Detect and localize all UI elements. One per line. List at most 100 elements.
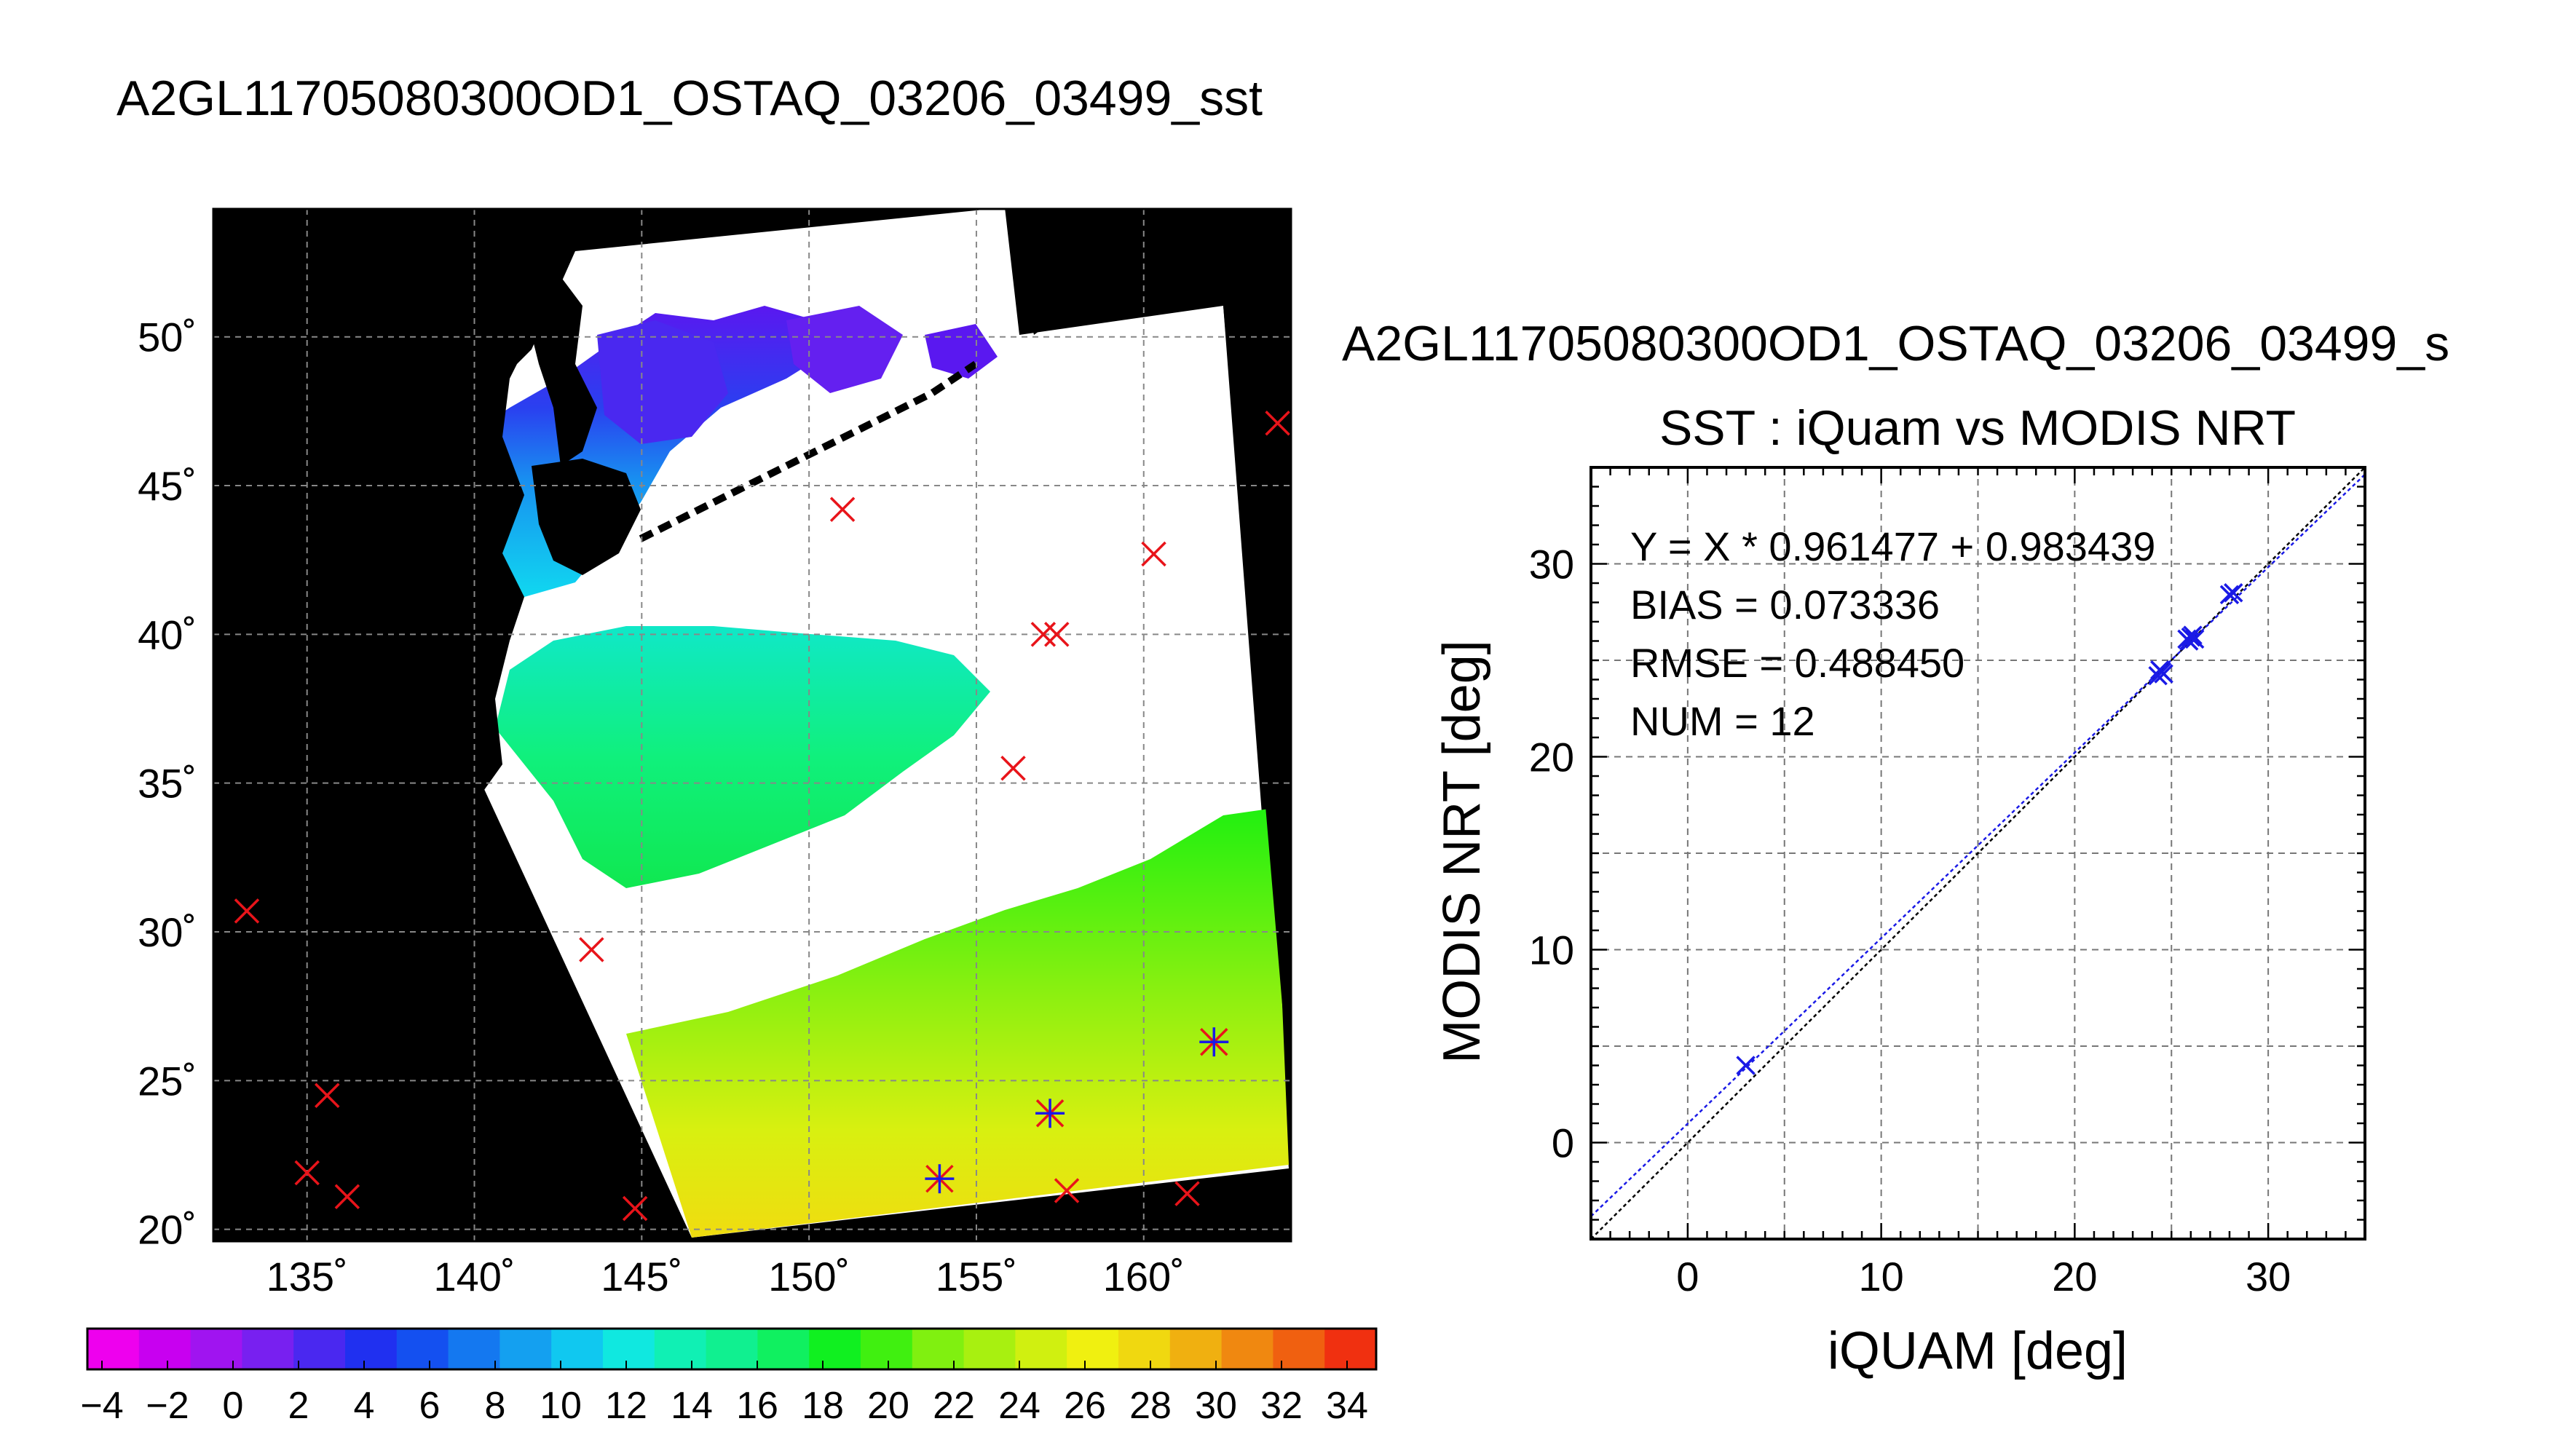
colorbar-cell bbox=[87, 1329, 140, 1369]
identity-line bbox=[1591, 467, 2365, 1239]
map-grid bbox=[213, 209, 1291, 1241]
scatter-y-tick-label: 0 bbox=[1552, 1120, 1574, 1166]
colorbar-cell bbox=[1118, 1329, 1171, 1369]
buoy-marker bbox=[1000, 756, 1026, 781]
buoy-marker bbox=[622, 1195, 648, 1222]
buoy-marker bbox=[829, 496, 856, 522]
colorbar-cell bbox=[757, 1329, 810, 1369]
colorbar-label: −4 bbox=[80, 1385, 123, 1427]
colorbar-cell bbox=[1324, 1329, 1377, 1369]
map-lat-label: 40˚ bbox=[138, 612, 197, 657]
colorbar-cell bbox=[242, 1329, 294, 1369]
buoy-marker bbox=[234, 898, 260, 924]
scatter-stats: Y = X * 0.961477 + 0.983439 BIAS = 0.073… bbox=[1630, 523, 2155, 744]
map-panel: 50˚ 45˚ 40˚ 35˚ 30˚ 25˚ 20˚ 135˚ 140˚ 145˚ 150˚ 15… bbox=[138, 207, 1292, 1299]
colorbar-cell bbox=[551, 1329, 604, 1369]
scatter-x-tick-label: 0 bbox=[1676, 1254, 1699, 1299]
map-lon-label: 150˚ bbox=[768, 1254, 850, 1299]
buoy-marker bbox=[1141, 541, 1166, 567]
colorbar-label: 8 bbox=[485, 1385, 506, 1427]
buoy-marker bbox=[1030, 622, 1057, 647]
colorbar-label: 34 bbox=[1326, 1385, 1368, 1427]
colorbar-cells bbox=[87, 1329, 1377, 1369]
scatter-x-tick-labels: 0 10 20 30 bbox=[1676, 1254, 2291, 1299]
scatter-y-tick-labels: 30 20 10 0 bbox=[1529, 542, 1574, 1166]
sst-okhotsk-3 bbox=[925, 324, 998, 379]
colorbar-label: 32 bbox=[1260, 1385, 1303, 1427]
stat-num: NUM = 12 bbox=[1630, 698, 1815, 744]
colorbar-label: 4 bbox=[354, 1385, 375, 1427]
map-frame bbox=[212, 207, 1292, 1243]
buoy-marker bbox=[294, 1160, 320, 1186]
scatter-xlabel: iQUAM [deg] bbox=[1828, 1322, 2128, 1380]
colorbar-label: 6 bbox=[419, 1385, 441, 1427]
colorbar-label: 22 bbox=[933, 1385, 975, 1427]
colorbar-cell bbox=[654, 1329, 707, 1369]
map-lat-labels: 50˚ 45˚ 40˚ 35˚ 30˚ 25˚ 20˚ bbox=[138, 314, 197, 1253]
map-lon-label: 135˚ bbox=[266, 1254, 348, 1299]
map-lon-label: 140˚ bbox=[433, 1254, 515, 1299]
colorbar-label: 20 bbox=[867, 1385, 909, 1427]
colorbar-cell bbox=[1221, 1329, 1273, 1369]
colorbar-cell bbox=[861, 1329, 913, 1369]
map-lon-label: 145˚ bbox=[601, 1254, 682, 1299]
scatter-point bbox=[2150, 660, 2170, 680]
colorbar-cell bbox=[499, 1329, 552, 1369]
colorbar-cell bbox=[345, 1329, 398, 1369]
buoy-marker bbox=[1265, 410, 1290, 436]
scatter-frame bbox=[1590, 466, 2366, 1241]
map-markers bbox=[234, 410, 1290, 1222]
sst-swath bbox=[213, 209, 1291, 1241]
scatter-lines bbox=[1591, 467, 2365, 1239]
colorbar-cell bbox=[1015, 1329, 1067, 1369]
colorbar-cell bbox=[809, 1329, 861, 1369]
colorbar-cell bbox=[448, 1329, 500, 1369]
buoy-marker bbox=[315, 1083, 340, 1109]
colorbar-label: 28 bbox=[1129, 1385, 1172, 1427]
colorbar-label: 24 bbox=[998, 1385, 1040, 1427]
scatter-point bbox=[2219, 585, 2240, 605]
matched-marker bbox=[925, 1164, 955, 1194]
scatter-point bbox=[1736, 1056, 1756, 1075]
colorbar-label: −2 bbox=[146, 1385, 189, 1427]
colorbar-cell bbox=[190, 1329, 242, 1369]
colorbar-label: 2 bbox=[288, 1385, 309, 1427]
land-japan bbox=[213, 209, 553, 859]
colorbar-cell bbox=[396, 1329, 449, 1369]
map-lon-label: 160˚ bbox=[1103, 1254, 1185, 1299]
buoy-marker bbox=[1174, 1181, 1200, 1206]
colorbar-label: 14 bbox=[671, 1385, 713, 1427]
colorbar-labels: −4 −2 0 2 4 6 8 10 12 14 16 18 20 22 24 26 28 30 32 34 bbox=[80, 1361, 1368, 1427]
buoy-marker bbox=[334, 1184, 360, 1209]
scatter-points bbox=[1736, 583, 2243, 1075]
stat-fit: Y = X * 0.961477 + 0.983439 bbox=[1630, 523, 2155, 569]
scatter-x-tick-label: 20 bbox=[2052, 1254, 2097, 1299]
colorbar-cell bbox=[912, 1329, 965, 1369]
map-lon-labels: 135˚ 140˚ 145˚ 150˚ 155˚ 160˚ bbox=[266, 1254, 1185, 1299]
buoy-marker bbox=[1054, 1178, 1080, 1203]
map-lat-label: 30˚ bbox=[138, 909, 197, 955]
scatter-panel: A2GL11705080300OD1_OSTAQ_03206_03499_s S… bbox=[1342, 316, 2449, 1380]
buoy-marker bbox=[1044, 622, 1070, 647]
map-lat-label: 20˚ bbox=[138, 1207, 197, 1253]
scatter-x-tick-label: 30 bbox=[2246, 1254, 2291, 1299]
land-kurils bbox=[639, 360, 978, 542]
sst-mid bbox=[495, 626, 990, 888]
scatter-y-tick-label: 30 bbox=[1529, 542, 1574, 587]
map-lat-label: 35˚ bbox=[138, 761, 197, 807]
colorbar-label: 26 bbox=[1064, 1385, 1106, 1427]
sst-okhotsk-2 bbox=[786, 306, 903, 393]
map-lat-label: 50˚ bbox=[138, 314, 197, 360]
page-title: A2GL11705080300OD1_OSTAQ_03206_03499_sst bbox=[117, 71, 1263, 126]
map-lat-label: 45˚ bbox=[138, 463, 197, 509]
map-lon-label: 155˚ bbox=[936, 1254, 1017, 1299]
colorbar-label: 10 bbox=[540, 1385, 582, 1427]
colorbar-label: 0 bbox=[223, 1385, 244, 1427]
map-lat-label: 25˚ bbox=[138, 1058, 197, 1104]
offswath-left bbox=[213, 859, 692, 1241]
scatter-point bbox=[2224, 583, 2243, 603]
scatter-y-tick-label: 10 bbox=[1529, 927, 1574, 973]
sst-south bbox=[626, 808, 1289, 1238]
scatter-point bbox=[2179, 631, 2199, 651]
